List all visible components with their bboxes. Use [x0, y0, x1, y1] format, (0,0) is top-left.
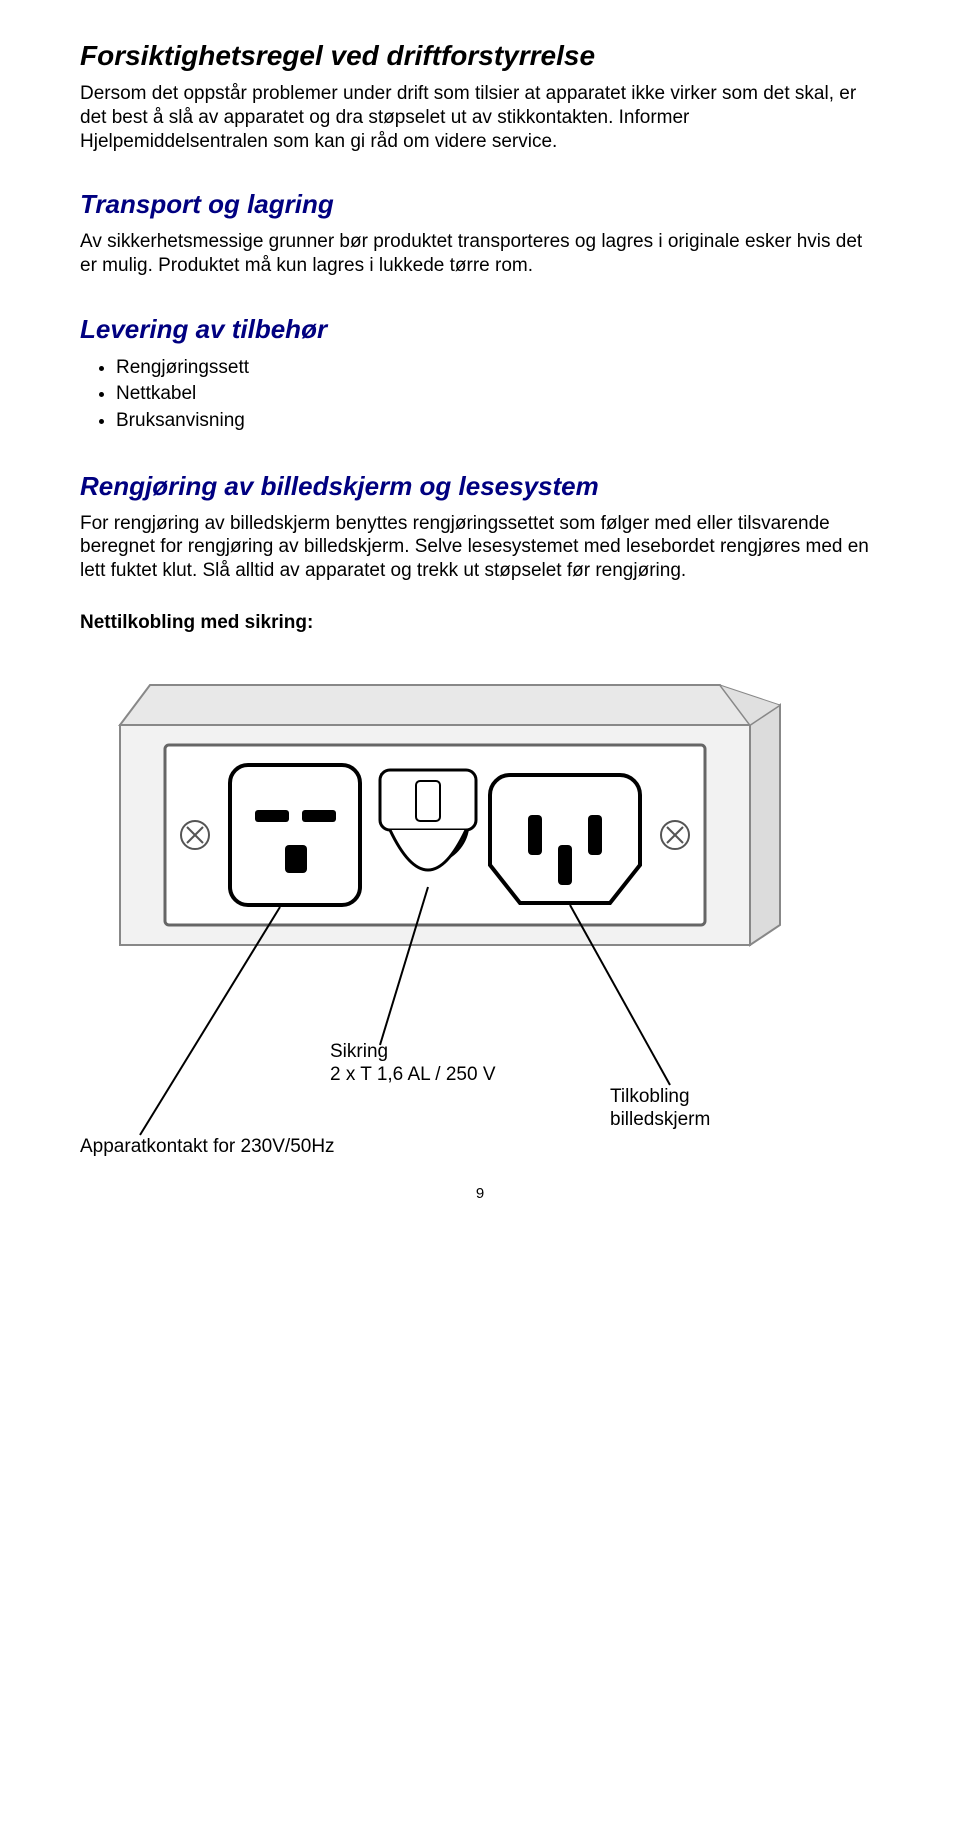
- page-number: 9: [80, 1185, 880, 1202]
- rengjoring-heading: Rengjøring av billedskjerm og lesesystem: [80, 471, 880, 502]
- left-socket: [230, 765, 360, 905]
- transport-heading: Transport og lagring: [80, 189, 880, 220]
- tilkobling-label: Tilkobling billedskjerm: [610, 1085, 710, 1133]
- list-item: Rengjøringssett: [116, 355, 880, 382]
- power-panel-diagram: Sikring 2 x T 1,6 AL / 250 V Tilkobling …: [80, 645, 880, 1165]
- socket-pin: [558, 845, 572, 885]
- sikring-label: Sikring 2 x T 1,6 AL / 250 V: [330, 1040, 496, 1088]
- socket-pin: [528, 815, 542, 855]
- rengjoring-paragraph: For rengjøring av billedskjerm benyttes …: [80, 512, 880, 583]
- nettilkobling-heading: Nettilkobling med sikring:: [80, 611, 880, 635]
- levering-list: Rengjøringssett Nettkabel Bruksanvisning: [80, 355, 880, 435]
- list-item: Bruksanvisning: [116, 408, 880, 435]
- panel-side-face: [750, 705, 780, 945]
- socket-pin: [255, 810, 289, 822]
- transport-paragraph: Av sikkerhetsmessige grunner bør produkt…: [80, 230, 880, 278]
- page-content: Forsiktighetsregel ved driftforstyrrelse…: [0, 0, 960, 1242]
- socket-pin: [285, 845, 307, 873]
- intro-paragraph: Dersom det oppstår problemer under drift…: [80, 82, 880, 153]
- socket-pin: [588, 815, 602, 855]
- levering-heading: Levering av tilbehør: [80, 314, 880, 345]
- list-item: Nettkabel: [116, 381, 880, 408]
- panel-top-face: [120, 685, 750, 725]
- apparat-label: Apparatkontakt for 230V/50Hz: [80, 1135, 335, 1159]
- socket-pin: [302, 810, 336, 822]
- page-title: Forsiktighetsregel ved driftforstyrrelse: [80, 40, 880, 72]
